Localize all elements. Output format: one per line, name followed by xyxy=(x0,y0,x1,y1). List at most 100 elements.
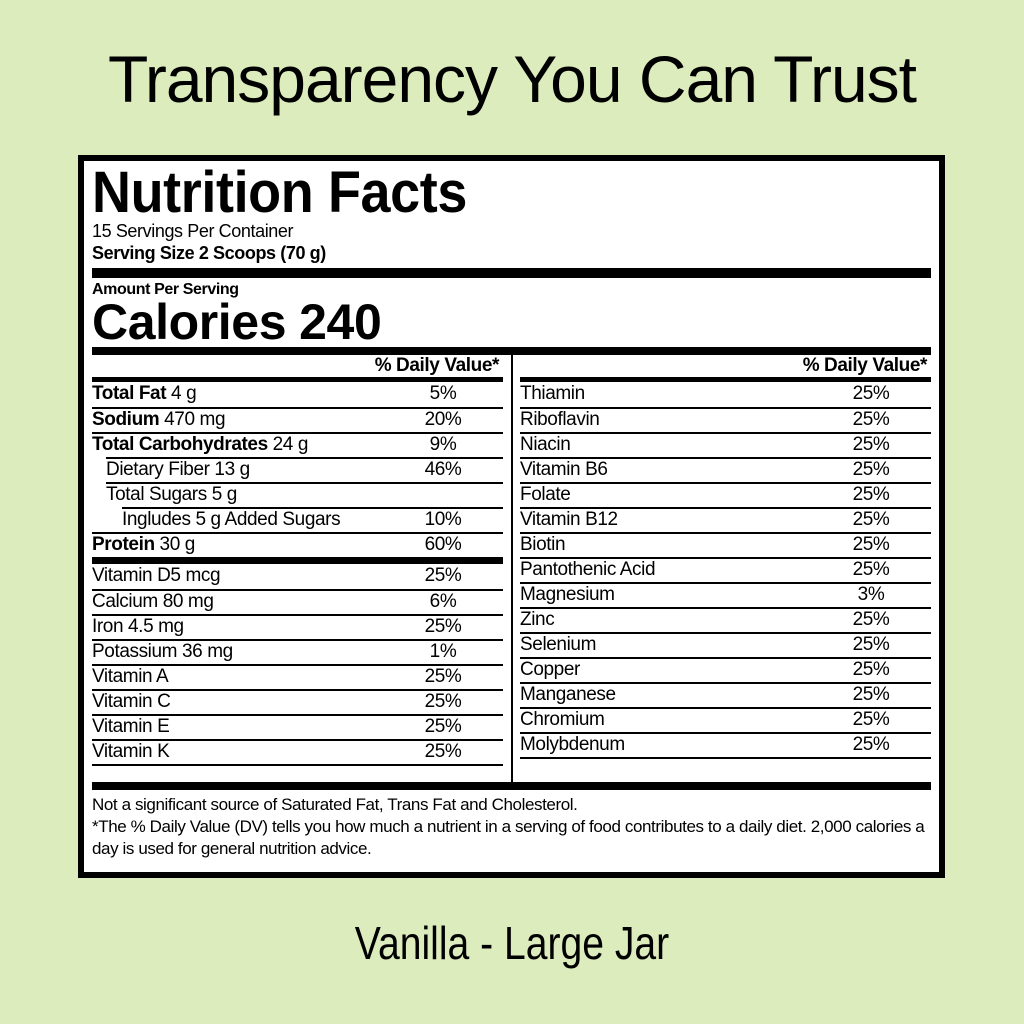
vitamin-rows: Thiamin 25% Riboflavin 25% Niacin 25% Vitamin … xyxy=(520,382,931,759)
thick-divider-bar xyxy=(92,781,931,790)
nutrient-name: Manganese xyxy=(520,684,616,706)
nutrient-daily-value: 25% xyxy=(852,534,890,556)
nutrient-name: Magnesium xyxy=(520,584,615,606)
nutrient-daily-value: 25% xyxy=(424,666,462,688)
nutrient-row: Molybdenum 25% xyxy=(520,731,931,757)
daily-value-header-left: % Daily Value* xyxy=(374,354,500,376)
nutrient-daily-value: 25% xyxy=(852,459,890,481)
nutrient-daily-value: 3% xyxy=(857,584,885,606)
nutrient-name: Vitamin B12 xyxy=(520,509,618,531)
nutrient-name: Calcium 80 mg xyxy=(92,591,214,613)
thick-divider-bar xyxy=(92,376,503,382)
nutrient-daily-value: 25% xyxy=(424,565,462,587)
nutrient-daily-value: 25% xyxy=(852,509,890,531)
mineral-rows: Vitamin D5 mcg 25% Calcium 80 mg 6% Iron 4.5… xyxy=(92,564,503,766)
nutrient-name: Vitamin C xyxy=(92,691,171,713)
nutrient-name: Molybdenum xyxy=(520,734,625,756)
nutrient-row: Ingludes 5 g Added Sugars 10% xyxy=(122,506,503,532)
nutrient-row: Vitamin E 25% xyxy=(92,713,503,739)
nutrient-name: Vitamin E xyxy=(92,716,170,738)
nutrient-row: Pantothenic Acid 25% xyxy=(520,556,931,582)
nutrient-name: Vitamin D5 mcg xyxy=(92,565,221,587)
nutrient-daily-value: 25% xyxy=(424,691,462,713)
nutrient-row: Total Sugars 5 g xyxy=(106,481,503,507)
nutrient-row: Total Carbohydrates 24 g 9% xyxy=(92,431,503,457)
daily-value-header-right: % Daily Value* xyxy=(802,354,928,376)
nutrient-name: Sodium 470 mg xyxy=(92,409,226,431)
footnote-significant-source: Not a significant source of Saturated Fa… xyxy=(92,794,578,814)
nutrient-name: Selenium xyxy=(520,634,597,656)
nutrient-daily-value: 25% xyxy=(852,484,890,506)
nutrient-row: Niacin 25% xyxy=(520,431,931,457)
serving-size: Serving Size 2 Scoops (70 g) xyxy=(92,243,326,264)
nutrient-daily-value: 46% xyxy=(424,459,462,481)
nutrient-daily-value: 6% xyxy=(429,591,457,613)
nutrient-row: Manganese 25% xyxy=(520,681,931,707)
nutrient-daily-value: 9% xyxy=(429,434,457,456)
nutrient-name: Thiamin xyxy=(520,383,585,405)
nutrient-daily-value: 25% xyxy=(852,559,890,581)
right-column: % Daily Value* Thiamin 25% Riboflavin 25% Ni… xyxy=(513,355,931,782)
nutrient-daily-value: 25% xyxy=(424,616,462,638)
nutrient-row: Vitamin B12 25% xyxy=(520,506,931,532)
headline: Transparency You Can Trust xyxy=(107,42,917,116)
nutrient-daily-value: 25% xyxy=(852,634,890,656)
footnotes: Not a significant source of Saturated Fa… xyxy=(92,794,931,860)
nutrient-name: Total Fat 4 g xyxy=(92,383,197,405)
nutrient-daily-value: 25% xyxy=(852,609,890,631)
footnote-daily-value: *The % Daily Value (DV) tells you how mu… xyxy=(92,816,925,858)
nutrient-daily-value: 25% xyxy=(424,716,462,738)
nutrient-name: Total Sugars 5 g xyxy=(106,484,237,506)
nutrient-name: Dietary Fiber 13 g xyxy=(106,459,250,481)
nutrient-row: Riboflavin 25% xyxy=(520,406,931,432)
nutrient-name: Copper xyxy=(520,659,580,681)
nutrient-daily-value: 5% xyxy=(429,383,457,405)
nutrient-daily-value: 25% xyxy=(852,383,890,405)
nutrient-daily-value: 20% xyxy=(424,409,462,431)
nutrient-row: Calcium 80 mg 6% xyxy=(92,588,503,614)
servings-per-container: 15 Servings Per Container xyxy=(92,221,294,242)
calories-line: Calories 240 xyxy=(92,297,931,347)
thick-divider-bar xyxy=(92,346,931,355)
amount-per-serving: Amount Per Serving xyxy=(92,281,239,299)
nutrient-name: Folate xyxy=(520,484,571,506)
nutrient-name: Biotin xyxy=(520,534,566,556)
nutrient-row: Protein 30 g 60% xyxy=(92,531,503,557)
nutrient-row: Zinc 25% xyxy=(520,606,931,632)
nutrient-name: Iron 4.5 mg xyxy=(92,616,184,638)
nutrient-row: Sodium 470 mg 20% xyxy=(92,406,503,432)
nutrient-daily-value: 60% xyxy=(424,534,462,556)
nutrient-daily-value: 25% xyxy=(852,434,890,456)
nutrient-row: Magnesium 3% xyxy=(520,581,931,607)
nutrient-daily-value: 1% xyxy=(429,641,457,663)
label-title: Nutrition Facts xyxy=(92,160,468,225)
thick-divider-bar xyxy=(92,268,931,279)
nutrient-daily-value: 25% xyxy=(852,659,890,681)
nutrient-row: Vitamin D5 mcg 25% xyxy=(92,564,503,589)
nutrient-daily-value: 25% xyxy=(852,709,890,731)
product-caption: Vanilla - Large Jar xyxy=(354,917,670,969)
nutrient-name: Vitamin A xyxy=(92,666,169,688)
nutrient-daily-value: 25% xyxy=(852,684,890,706)
macro-rows: Total Fat 4 g 5% Sodium 470 mg 20% Total Car… xyxy=(92,382,503,557)
nutrient-name: Vitamin B6 xyxy=(520,459,608,481)
nutrient-row: Dietary Fiber 13 g 46% xyxy=(106,456,503,482)
nutrient-name: Vitamin K xyxy=(92,741,170,763)
nutrient-name: Pantothenic Acid xyxy=(520,559,656,581)
thick-divider-bar xyxy=(520,376,931,382)
nutrient-row: Total Fat 4 g 5% xyxy=(92,382,503,407)
nutrient-name: Total Carbohydrates 24 g xyxy=(92,434,309,456)
nutrient-row: Biotin 25% xyxy=(520,531,931,557)
left-column: % Daily Value* Total Fat 4 g 5% Sodium 470… xyxy=(92,354,513,782)
nutrient-name: Riboflavin xyxy=(520,409,600,431)
nutrient-row: Thiamin 25% xyxy=(520,382,931,407)
nutrient-daily-value: 25% xyxy=(852,734,890,756)
nutrient-row: Iron 4.5 mg 25% xyxy=(92,613,503,639)
nutrient-row: Chromium 25% xyxy=(520,706,931,732)
nutrient-row: Vitamin B6 25% xyxy=(520,456,931,482)
nutrient-row: Vitamin K 25% xyxy=(92,738,503,764)
nutrient-name: Potassium 36 mg xyxy=(92,641,233,663)
nutrient-name: Zinc xyxy=(520,609,555,631)
nutrient-name: Niacin xyxy=(520,434,571,456)
nutrient-name: Ingludes 5 g Added Sugars xyxy=(122,509,341,531)
